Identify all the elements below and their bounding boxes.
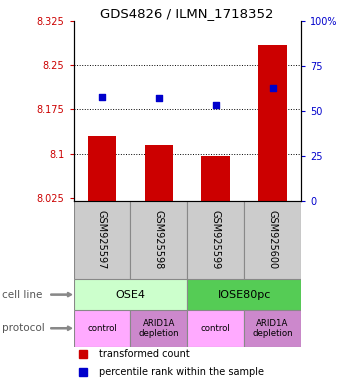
Text: GSM925598: GSM925598 [154, 210, 164, 270]
Text: GSM925599: GSM925599 [211, 210, 221, 270]
Bar [187, 310, 244, 346]
Point [213, 103, 218, 109]
Text: percentile rank within the sample: percentile rank within the sample [99, 367, 264, 377]
Text: GSM925600: GSM925600 [267, 210, 278, 270]
Bar [258, 45, 287, 201]
Bar [187, 201, 244, 279]
Bar [244, 310, 301, 346]
Bar [88, 136, 116, 201]
Bar [187, 279, 301, 310]
Text: control: control [201, 324, 231, 333]
Bar [74, 310, 130, 346]
Text: OSE4: OSE4 [116, 290, 145, 300]
Bar [74, 201, 130, 279]
Bar [130, 201, 187, 279]
Point [99, 93, 105, 99]
Text: cell line: cell line [2, 290, 42, 300]
Text: ARID1A
depletion: ARID1A depletion [252, 319, 293, 338]
Text: protocol: protocol [2, 323, 44, 333]
Text: control: control [87, 324, 117, 333]
Title: GDS4826 / ILMN_1718352: GDS4826 / ILMN_1718352 [100, 7, 274, 20]
Bar [130, 310, 187, 346]
Point [156, 95, 162, 101]
Text: transformed count: transformed count [99, 349, 189, 359]
Bar [145, 145, 173, 201]
Bar [202, 157, 230, 201]
Text: ARID1A
depletion: ARID1A depletion [139, 319, 179, 338]
Bar [74, 279, 187, 310]
Bar [244, 201, 301, 279]
Text: GSM925597: GSM925597 [97, 210, 107, 270]
Text: IOSE80pc: IOSE80pc [217, 290, 271, 300]
Point [270, 84, 275, 91]
